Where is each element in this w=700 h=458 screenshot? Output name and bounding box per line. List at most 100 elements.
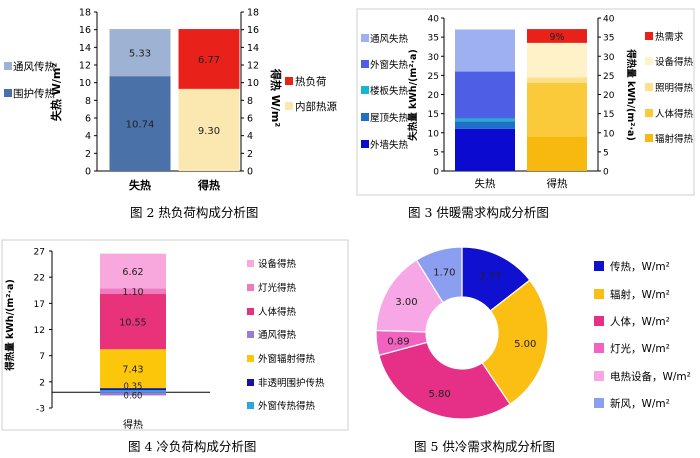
legend-label: 人体得热 xyxy=(258,306,297,318)
legend-swatch xyxy=(361,113,369,121)
legend-swatch xyxy=(594,343,604,353)
y-tick-label-right: 20 xyxy=(603,91,615,101)
y-tick-label: 22 xyxy=(34,274,45,284)
data-label: 1.70 xyxy=(433,267,455,278)
y-tick-label: 27 xyxy=(34,248,45,258)
y-tick-label-right: 14 xyxy=(247,43,259,54)
y-tick-label-right: 40 xyxy=(603,15,615,25)
y-tick-label-right: 0 xyxy=(247,167,253,178)
bar-segment xyxy=(455,121,515,129)
legend-label: 外窗传热得热 xyxy=(258,400,316,412)
data-label: 6.62 xyxy=(122,267,143,278)
legend-label: 楼板失热 xyxy=(370,85,409,97)
legend-swatch xyxy=(594,261,604,271)
legend-label: 内部热源 xyxy=(295,100,337,113)
data-label: 6.77 xyxy=(198,55,220,66)
legend-swatch xyxy=(361,86,369,94)
legend-label: 围护传热 xyxy=(13,87,55,100)
legend-label: 灯光得热 xyxy=(258,282,297,294)
bar-segment xyxy=(100,253,166,289)
legend-swatch xyxy=(247,355,254,362)
bar-segment xyxy=(527,136,587,171)
data-label: 3.00 xyxy=(395,297,417,308)
legend-swatch xyxy=(285,77,293,85)
y-tick-label-left: 20 xyxy=(428,91,440,101)
y-tick-label-left: 4 xyxy=(85,131,91,142)
y-tick-label: 12 xyxy=(34,326,45,336)
y-tick-label-right: 5 xyxy=(603,148,609,158)
legend-swatch xyxy=(645,83,653,91)
legend-swatch xyxy=(645,109,653,117)
y-tick-label-right: 10 xyxy=(247,78,259,89)
y-tick-label-right: 6 xyxy=(247,114,253,125)
y-tick-label-right: 16 xyxy=(247,25,259,36)
legend-swatch xyxy=(4,89,12,97)
legend-swatch xyxy=(361,60,369,68)
data-label: 0.35 xyxy=(124,382,143,392)
bar-segment xyxy=(527,83,587,137)
y-tick-label-right: 0 xyxy=(603,168,609,178)
legend-label: 设备得热 xyxy=(258,258,297,270)
bar-segment xyxy=(100,390,166,393)
data-label: 0.89 xyxy=(387,336,409,347)
bar-segment xyxy=(527,29,587,43)
data-label: 0.60 xyxy=(124,392,143,402)
chart-frame xyxy=(356,8,695,196)
legend-label: 辐射得热 xyxy=(655,133,694,145)
chart-cooling-load: -327121722277.4310.551.106.620.350.60得热得… xyxy=(1,239,349,431)
bar-segment xyxy=(100,349,166,389)
data-label: 7.43 xyxy=(122,365,143,376)
legend-swatch xyxy=(247,284,254,291)
data-label: 5.33 xyxy=(129,49,151,60)
caption-fig3: 图 3 供暖需求构成分析图 xyxy=(408,205,549,220)
legend-label: 外墙失热 xyxy=(370,139,409,151)
y-tick-label-left: 12 xyxy=(79,61,91,72)
y-tick-label-left: 0 xyxy=(85,167,91,178)
y-tick-label-left: 6 xyxy=(85,114,91,125)
data-label: 10.55 xyxy=(119,318,146,329)
legend-label: 通风得热 xyxy=(258,329,297,341)
bar-segment xyxy=(100,392,166,396)
legend-label: 照明得热 xyxy=(655,82,694,94)
legend-label: 通风传热 xyxy=(13,60,55,73)
y-tick-label-left: 10 xyxy=(79,78,91,89)
y-tick-label: 7 xyxy=(39,352,45,362)
bar-segment xyxy=(109,76,171,171)
y-tick-label-left: 10 xyxy=(428,129,440,139)
y-tick-label-right: 4 xyxy=(247,131,253,142)
y-tick-label-left: 18 xyxy=(79,8,91,19)
pie-slice xyxy=(481,279,549,406)
y-tick-label: -3 xyxy=(36,405,45,415)
legend-swatch xyxy=(4,62,12,70)
chart-heating-demand: 0 0 5 5 10 10 15 15 20 20 25 25 30 30 35 35 40 40 9% 失热 得热 失热… xyxy=(356,8,695,196)
legend-label: 设备得热 xyxy=(655,56,694,68)
y-axis-title-left: 失热 W/m² xyxy=(49,63,63,121)
y-tick-label-left: 16 xyxy=(79,25,91,36)
y-axis-title-right: 得热 W/m² xyxy=(269,68,283,127)
caption-fig5: 图 5 供冷需求构成分析图 xyxy=(414,439,555,454)
y-tick-label-right: 30 xyxy=(603,53,615,63)
legend-label: 灯光，W/m² xyxy=(610,342,670,355)
x-tick-label: 得热 xyxy=(547,177,568,190)
bar-segment xyxy=(109,29,171,77)
legend-swatch xyxy=(594,289,604,299)
bar-segment xyxy=(100,388,166,391)
chart-heat-load: 0 0 2 2 4 4 6 6 8 8 10 10 12 12 14 14 16 16 18 18 10.74 5.33 9… xyxy=(4,8,337,192)
data-label: 9.30 xyxy=(198,126,220,137)
bar-segment xyxy=(178,88,240,171)
bar-segment xyxy=(527,77,587,84)
chart-frame xyxy=(1,239,349,431)
y-tick-label-left: 25 xyxy=(428,72,439,82)
legend-label: 外窗失热 xyxy=(370,59,409,71)
y-tick-label-right: 18 xyxy=(247,8,259,19)
y-tick-label-right: 15 xyxy=(603,110,614,120)
legend-label: 非透明围护传热 xyxy=(258,377,325,389)
y-tick-label-right: 10 xyxy=(603,129,615,139)
x-tick-label: 失热 xyxy=(129,178,151,192)
x-tick-label: 得热 xyxy=(123,418,143,431)
legend-swatch xyxy=(645,57,653,65)
legend-label: 热负荷 xyxy=(295,75,327,88)
y-tick-label-left: 14 xyxy=(79,43,91,54)
bar-segment xyxy=(100,288,166,295)
